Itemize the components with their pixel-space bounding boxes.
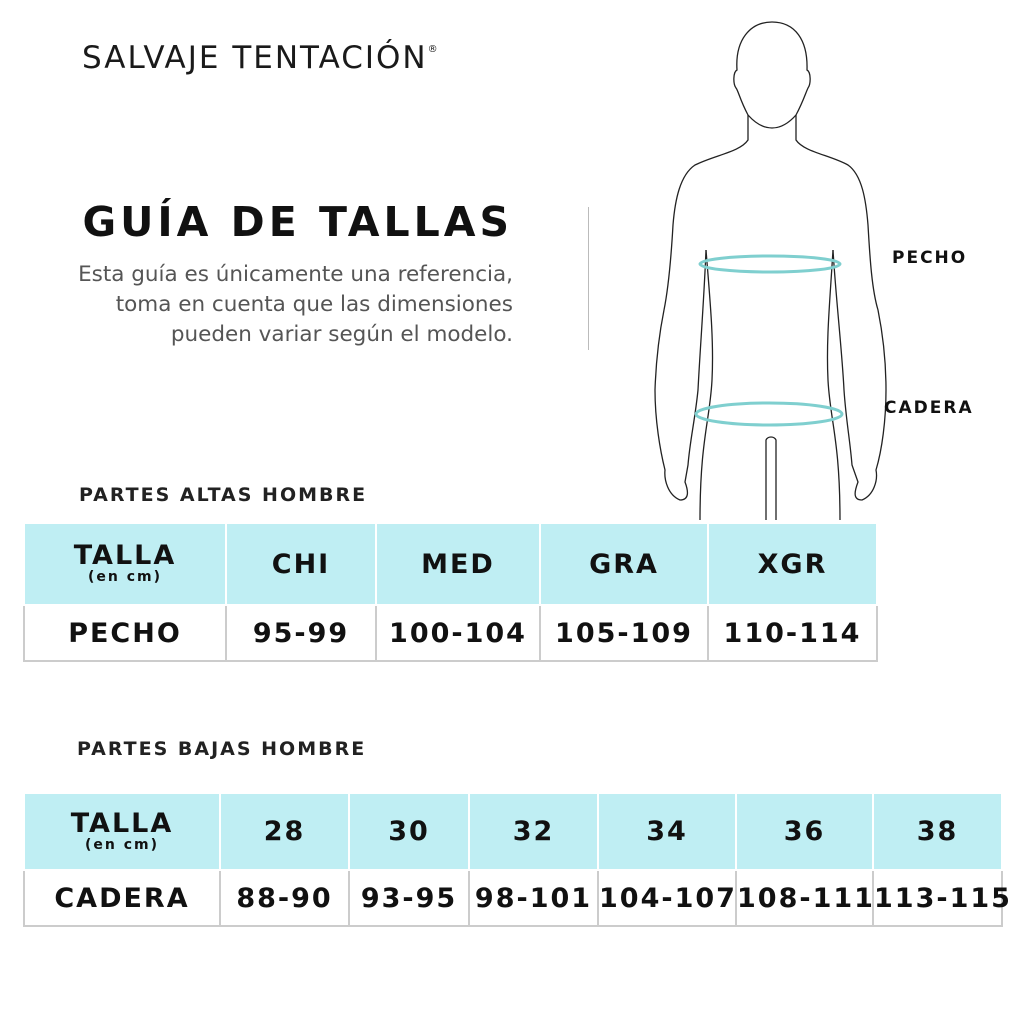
- divider: [588, 207, 589, 350]
- table-header-row: TALLA (en cm) 28 30 32 34 36 38: [23, 792, 1003, 871]
- measurement-cell: 95-99: [225, 604, 377, 662]
- row-label: CADERA: [23, 869, 221, 927]
- hip-label: CADERA: [884, 398, 974, 418]
- table-row: PECHO 95-99 100-104 105-109 110-114: [23, 604, 878, 662]
- table-row: CADERA 88-90 93-95 98-101 104-107 108-11…: [23, 869, 1010, 927]
- size-header: XGR: [707, 522, 878, 606]
- measurement-cell: 88-90: [219, 869, 350, 927]
- talla-label: TALLA: [70, 807, 174, 839]
- left-body-outline: [654, 115, 749, 501]
- head-outline: [733, 21, 811, 129]
- measurement-cell: 105-109: [539, 604, 709, 662]
- row-label: PECHO: [23, 604, 227, 662]
- torso-legs-outline: [699, 249, 841, 521]
- brand-name: SALVAJE TENTACIÓN: [82, 40, 428, 76]
- measurement-cell: 104-107: [597, 869, 737, 927]
- measurement-rings: [694, 254, 844, 427]
- brand-logo: SALVAJE TENTACIÓN®: [82, 40, 440, 76]
- size-header: CHI: [225, 522, 377, 606]
- size-header: MED: [375, 522, 541, 606]
- crotch-outline: [765, 436, 777, 520]
- bottoms-size-table: TALLA (en cm) 28 30 32 34 36 38 CADERA 88…: [23, 792, 1010, 927]
- measurement-cell: 110-114: [707, 604, 878, 662]
- size-header: 28: [219, 792, 350, 871]
- chest-label: PECHO: [892, 248, 968, 268]
- description: Esta guía es únicamente una referencia, …: [78, 262, 513, 347]
- tops-size-table: TALLA (en cm) CHI MED GRA XGR PECHO 95-99…: [23, 522, 878, 662]
- size-header: 34: [597, 792, 737, 871]
- measurement-cell: 108-111: [735, 869, 874, 927]
- tops-section-title: PARTES ALTAS HOMBRE: [79, 484, 368, 506]
- hip-ring: [694, 401, 844, 427]
- measurement-cell: 113-115: [872, 869, 1010, 927]
- talla-header: TALLA (en cm): [23, 792, 221, 871]
- registered-mark: ®: [427, 44, 440, 55]
- table-header-row: TALLA (en cm) CHI MED GRA XGR: [23, 522, 878, 606]
- size-header: 32: [468, 792, 599, 871]
- measurement-cell: 98-101: [468, 869, 599, 927]
- talla-label: TALLA: [73, 540, 177, 571]
- measurement-cell: 93-95: [348, 869, 470, 927]
- body-figure-illustration: [654, 21, 887, 521]
- chest-ring: [698, 254, 842, 274]
- size-header: GRA: [539, 522, 709, 606]
- size-header: 36: [735, 792, 874, 871]
- measurement-cell: 100-104: [375, 604, 541, 662]
- talla-header: TALLA (en cm): [23, 522, 227, 606]
- right-body-outline: [795, 115, 887, 501]
- bottoms-section-title: PARTES BAJAS HOMBRE: [77, 738, 367, 760]
- unit-label: (en cm): [84, 836, 160, 853]
- size-header: 30: [348, 792, 470, 871]
- size-header: 38: [872, 792, 1003, 871]
- page-title: GUÍA DE TALLAS: [82, 198, 513, 246]
- unit-label: (en cm): [87, 569, 163, 585]
